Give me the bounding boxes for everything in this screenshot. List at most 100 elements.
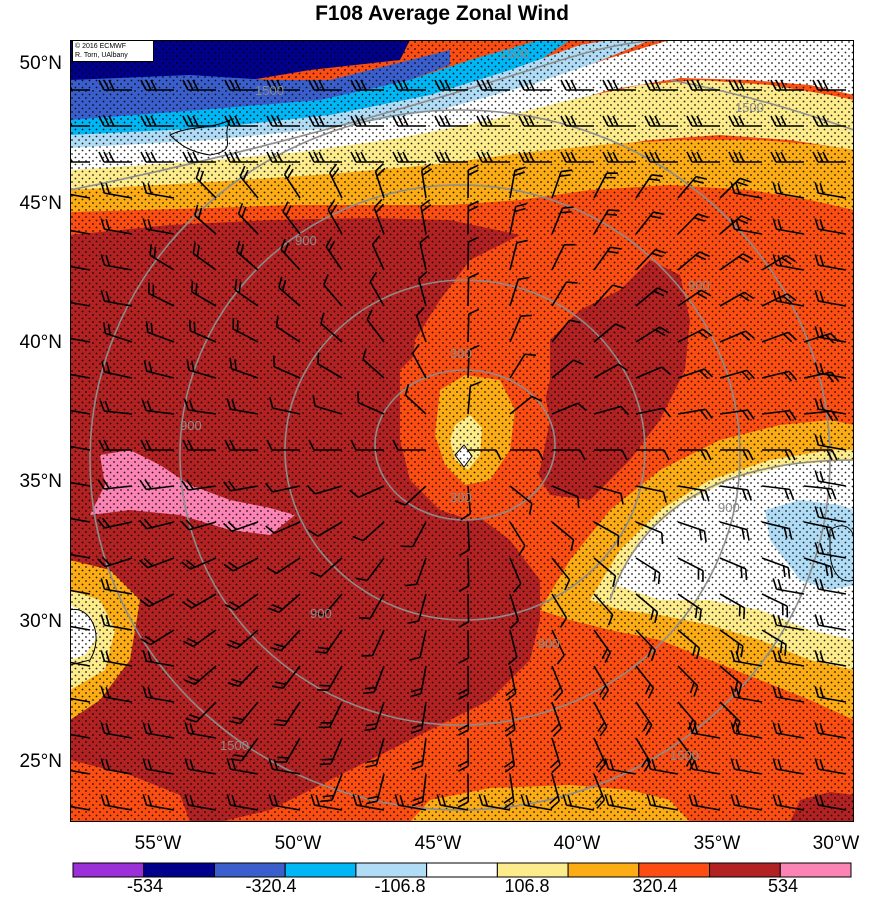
wind-barb: [728, 79, 762, 91]
wind-barb: [551, 593, 568, 628]
wind-barb: [320, 312, 343, 343]
wind-barb: [224, 593, 259, 611]
wind-barb: [232, 317, 259, 343]
wind-barb: [551, 359, 585, 379]
credit-box: © 2016 ECMWF R. Torn, UAlbany: [72, 40, 154, 62]
wind-barb: [720, 449, 754, 461]
wind-barb: [814, 614, 847, 631]
wind-barb: [593, 284, 624, 307]
wind-barb: [143, 360, 175, 379]
wind-barb: [350, 79, 384, 91]
wind-barb: [677, 289, 712, 307]
wind-barb: [145, 321, 175, 343]
wind-barb: [551, 243, 576, 271]
wind-barb: [814, 398, 847, 415]
wind-barb: [274, 737, 301, 764]
wind-barb: [392, 79, 426, 91]
lon-label-30w: 30°W: [812, 833, 860, 854]
wind-barb: [278, 276, 301, 307]
wind-barb: [349, 485, 385, 499]
wind-barb: [635, 629, 657, 662]
wind-barb: [280, 238, 301, 271]
wind-barb: [420, 199, 432, 235]
wind-barb: [551, 701, 562, 738]
wind-barb: [405, 557, 427, 587]
wind-barb: [318, 701, 343, 729]
wind-barb: [635, 326, 670, 343]
wind-barb: [392, 439, 426, 451]
wind-barb: [356, 557, 385, 582]
wind-barb: [97, 478, 133, 490]
wind-barb: [371, 235, 385, 271]
wind-barb: [518, 115, 552, 127]
wind-barb: [70, 120, 90, 127]
wind-barb: [770, 115, 804, 127]
colorbar-swatch: [567, 862, 640, 878]
wind-barb: [100, 182, 133, 199]
colorbar-label-6: 534: [767, 876, 799, 896]
wind-barb: [503, 737, 516, 773]
wind-barb: [308, 79, 342, 91]
wind-barb: [70, 542, 91, 559]
wind-barb: [362, 665, 385, 695]
lon-label-55w: 55°W: [134, 833, 182, 854]
wind-barb: [677, 593, 702, 621]
wind-barb: [410, 665, 427, 698]
wind-barb: [509, 239, 528, 271]
wind-barb: [635, 366, 671, 379]
wind-barb: [678, 449, 712, 461]
wind-barb: [229, 357, 259, 379]
wind-barb: [719, 369, 756, 381]
wind-barb: [458, 629, 470, 664]
colorbar-swatch: [213, 862, 286, 878]
wind-barb: [646, 758, 679, 775]
wind-barb: [308, 521, 343, 537]
wind-barb: [593, 737, 607, 773]
wind-barb: [728, 151, 762, 163]
contour-label: 1500: [500, 46, 529, 61]
wind-barb: [266, 557, 301, 575]
wind-barb: [366, 773, 385, 805]
wind-barb: [458, 557, 470, 592]
wind-barb: [350, 151, 384, 163]
wind-barb: [184, 665, 217, 686]
wind-barb: [593, 773, 606, 809]
colorbar-swatch: [779, 862, 852, 878]
wind-barb: [677, 665, 699, 697]
wind-barb: [183, 629, 217, 648]
wind-barb: [476, 115, 510, 127]
lat-label-45: 45°N: [19, 193, 62, 214]
wind-barb: [593, 665, 610, 700]
wind-barb: [434, 79, 468, 91]
wind-barb: [98, 439, 132, 451]
zero-contours: [70, 118, 854, 666]
wind-barb: [100, 650, 133, 667]
wind-barb: [719, 557, 748, 581]
wind-barb: [457, 773, 470, 808]
wind-barb: [148, 282, 175, 307]
wind-barb: [100, 686, 133, 703]
wind-barb: [182, 151, 216, 163]
wind-barb: [814, 254, 847, 271]
wind-barb: [593, 629, 612, 664]
contour-label: 300: [450, 490, 472, 505]
wind-barb: [730, 758, 763, 775]
wind-barb: [70, 218, 91, 235]
colorbar-label-5: 320.4: [632, 876, 678, 896]
wind-barb: [551, 281, 578, 307]
wind-barb: [509, 521, 526, 556]
wind-barb: [719, 593, 746, 619]
colorbar-swatch: [426, 862, 498, 878]
wind-barb: [224, 79, 258, 91]
wind-barb: [100, 254, 133, 271]
wind-barb: [140, 115, 174, 127]
wind-barb: [719, 701, 741, 733]
lat-label-40: 40°N: [19, 332, 62, 353]
wind-barb: [761, 254, 796, 271]
wind-barb: [458, 521, 470, 557]
wind-barb: [142, 218, 175, 235]
wind-barb: [70, 84, 90, 91]
wind-barb: [70, 758, 91, 775]
wind-barb: [352, 794, 385, 811]
colorbar-label-1: -534: [126, 876, 164, 896]
